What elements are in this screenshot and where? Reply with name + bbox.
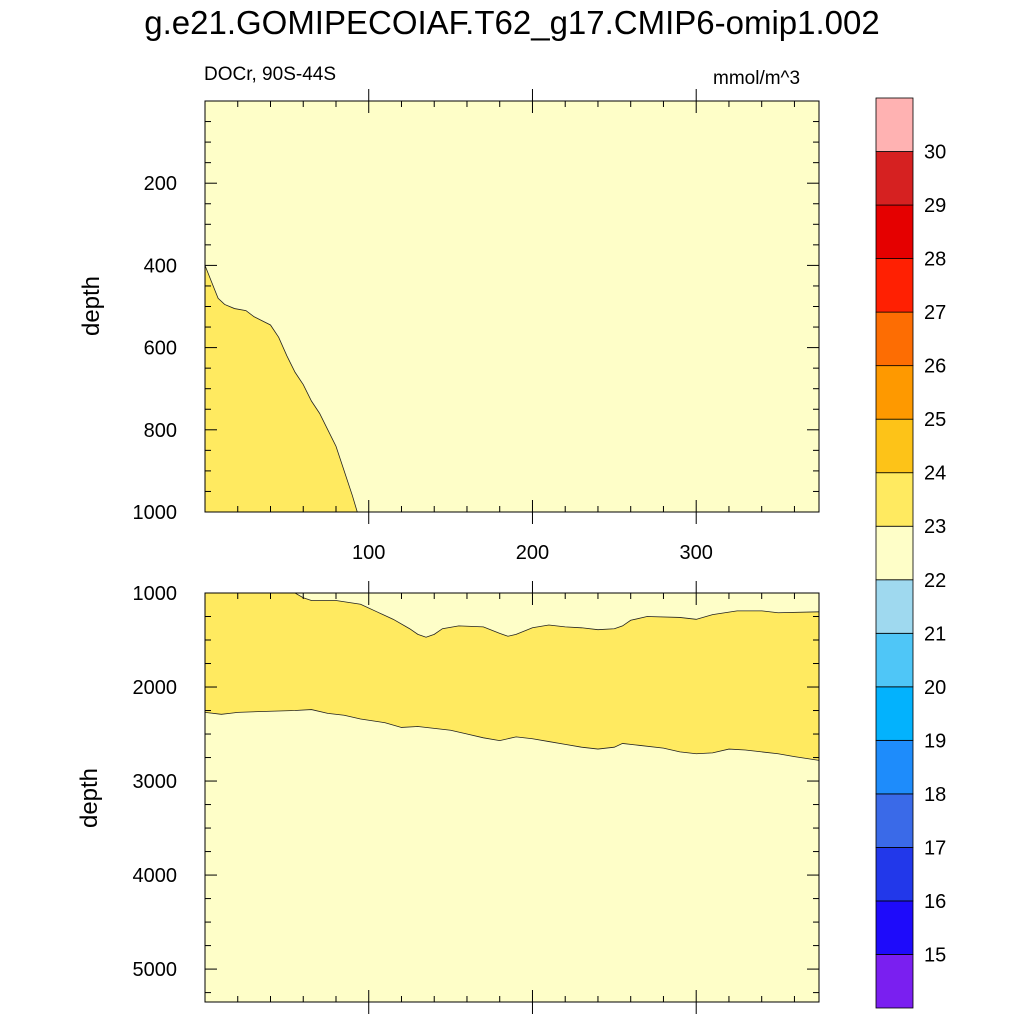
colorbar-swatch xyxy=(875,686,914,741)
lower-y-tick-label: 3000 xyxy=(133,771,178,793)
lower-y-tick-label: 4000 xyxy=(133,865,178,887)
colorbar-swatch xyxy=(875,204,914,259)
colorbar-swatch xyxy=(875,579,914,634)
colorbar-swatch xyxy=(875,739,914,795)
upper-y-tick-label: 800 xyxy=(144,420,177,442)
upper-x-tick-label: 100 xyxy=(352,542,385,564)
colorbar-label: 27 xyxy=(924,302,946,324)
upper-region-0 xyxy=(205,265,358,512)
colorbar-label: 28 xyxy=(924,249,946,271)
colorbar-label: 29 xyxy=(924,195,946,217)
lower-region-0 xyxy=(205,593,819,761)
upper-y-tick-label: 600 xyxy=(144,338,177,360)
colorbar-label: 16 xyxy=(924,891,946,913)
colorbar-swatch xyxy=(875,365,914,420)
colorbar-label: 20 xyxy=(924,677,946,699)
colorbar-label: 15 xyxy=(924,944,946,966)
upper-y-tick-label: 400 xyxy=(144,255,177,277)
colorbar-label: 24 xyxy=(924,463,946,485)
colorbar-swatch xyxy=(875,954,914,1009)
colorbar-swatch xyxy=(875,632,914,688)
colorbar-swatch xyxy=(875,900,914,955)
lower-plot-frame xyxy=(204,592,820,1003)
upper-y-tick-label: 1000 xyxy=(133,502,178,524)
colorbar-label: 21 xyxy=(924,623,946,645)
colorbar-swatch xyxy=(875,97,914,152)
colorbar-swatch xyxy=(875,472,914,527)
variable-label: DOCr, 90S-44S xyxy=(204,64,336,85)
lower-y-tick-label: 1000 xyxy=(133,583,178,605)
lower-lower-contour-line xyxy=(204,709,820,761)
upper-y-tick-label: 200 xyxy=(144,173,177,195)
colorbar-swatch xyxy=(875,151,914,206)
colorbar-label: 18 xyxy=(924,784,946,806)
colorbar-swatch xyxy=(875,418,914,474)
colorbar-swatch xyxy=(875,847,914,902)
colorbar-label: 26 xyxy=(924,356,946,378)
colorbar-swatch xyxy=(875,525,914,581)
lower-upper-contour-line xyxy=(205,592,820,638)
upper-x-tick-label: 300 xyxy=(680,542,713,564)
lower-panel: 1000 2000 3000 4000 5000 xyxy=(133,581,820,1014)
lower-y-tick-label: 2000 xyxy=(133,677,178,699)
chart-title: g.e21.GOMIPECOIAF.T62_g17.CMIP6-omip1.00… xyxy=(144,4,880,41)
colorbar-swatch xyxy=(875,793,914,848)
colorbar-label: 23 xyxy=(924,516,946,538)
upper-panel: 200 400 600 800 1000 100 200 300 xyxy=(133,89,820,564)
colorbar-label: 22 xyxy=(924,570,946,592)
units-label: mmol/m^3 xyxy=(713,68,801,89)
colorbar-label: 30 xyxy=(924,142,946,164)
colorbar-label: 19 xyxy=(924,730,946,752)
lower-y-tick-label: 5000 xyxy=(133,959,178,981)
colorbar-swatch xyxy=(875,311,914,367)
colorbar-swatch xyxy=(875,258,914,313)
colorbar-label: 25 xyxy=(924,409,946,431)
upper-x-tick-label: 200 xyxy=(516,542,549,564)
upper-contour-line-0 xyxy=(204,265,358,513)
colorbar-label: 17 xyxy=(924,837,946,859)
colorbar: 15 16 17 18 19 20 21 22 23 24 25 26 27 28 29 30 xyxy=(875,97,946,1009)
